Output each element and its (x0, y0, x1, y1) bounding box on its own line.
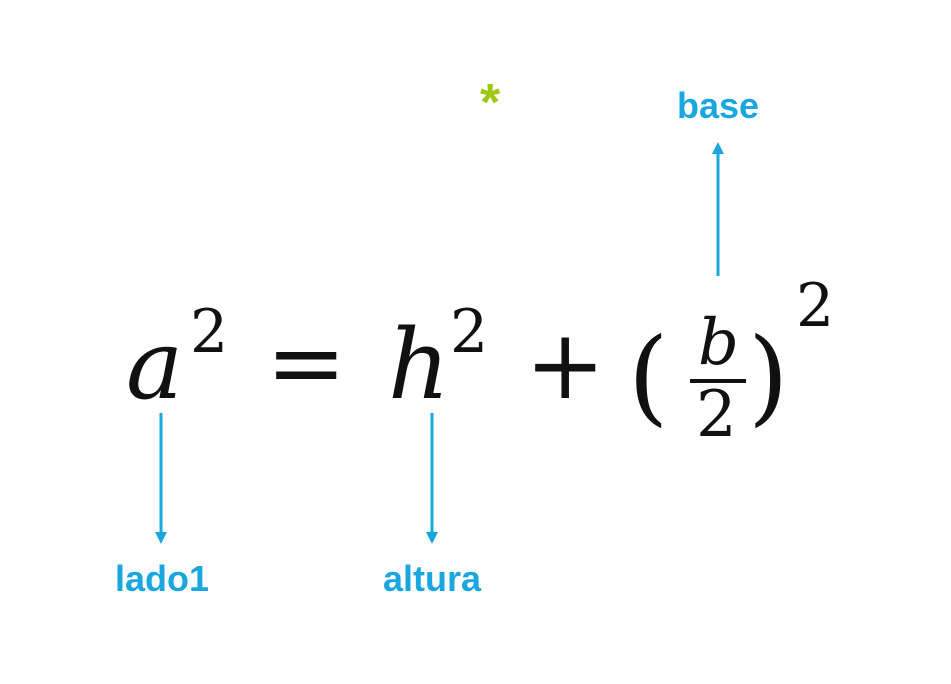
term-h: h (388, 309, 450, 421)
label-base: base (677, 85, 759, 126)
term-a-exponent: 2 (190, 297, 228, 367)
equals-sign: = (266, 307, 346, 419)
term-a: a (126, 309, 183, 421)
plus-sign: + (525, 309, 605, 421)
equation: a 2 = h 2 + ( b 2 ) 2 (126, 271, 834, 452)
outer-exponent: 2 (796, 271, 834, 341)
term-h-exponent: 2 (450, 297, 488, 367)
fraction-denominator: 2 (696, 378, 737, 452)
right-parenthesis: ) (748, 315, 789, 437)
label-altura: altura (383, 558, 482, 599)
left-parenthesis: ( (628, 315, 669, 437)
asterisk-marker: * (478, 74, 501, 132)
fraction-numerator: b (698, 306, 739, 380)
label-lado1: lado1 (115, 558, 209, 599)
